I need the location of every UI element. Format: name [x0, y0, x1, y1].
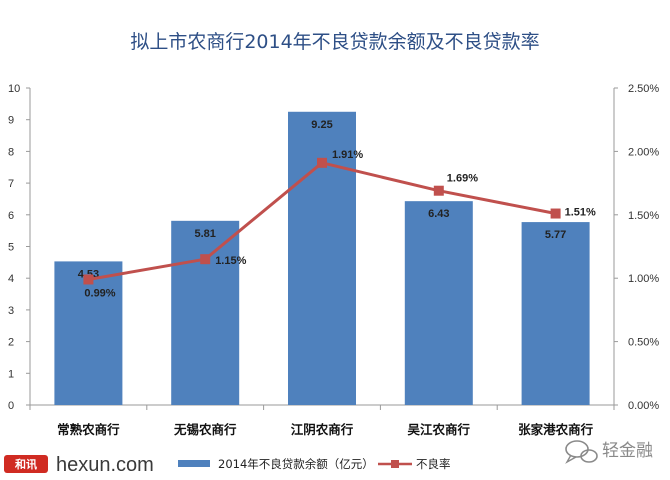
- legend-bar-swatch: [178, 460, 210, 467]
- y-left-tick-label: 8: [8, 146, 14, 158]
- plot-area: 0 1 2 3 4 5 6 7 8 9 10 0.00% 0.50% 1.00% 1.50% 2.00% 2.5…: [8, 83, 659, 437]
- x-tick-label: 无锡农商行: [173, 422, 237, 437]
- rate-value-label: 1.69%: [447, 173, 478, 185]
- y-left-tick-label: 9: [8, 115, 14, 127]
- y-left-tick-label: 4: [8, 273, 14, 285]
- x-tick-label: 常熟农商行: [57, 422, 120, 437]
- y-right-tick-label: 0.00%: [628, 400, 659, 412]
- watermark: 轻金融: [565, 440, 653, 464]
- bar-value-label: 9.25: [311, 119, 332, 131]
- rate-value-label: 1.51%: [565, 207, 596, 219]
- legend-line-marker: [391, 460, 399, 468]
- brand-badge-text: 和讯: [15, 457, 37, 471]
- rate-value-label: 1.15%: [215, 255, 246, 267]
- bar: [171, 220, 240, 405]
- x-tick-label: 张家港农商行: [518, 422, 594, 437]
- bar: [404, 201, 473, 405]
- brand-logo: 和讯 hexun.com: [4, 454, 154, 476]
- rate-marker: [83, 274, 94, 285]
- legend-line-label: 不良率: [416, 457, 451, 471]
- x-tick-label: 江阴农商行: [291, 422, 354, 437]
- y-left-tick-label: 10: [8, 83, 20, 95]
- y-left-tick-label: 2: [8, 337, 14, 349]
- legend: 2014年不良贷款余额（亿元） 不良率: [178, 457, 451, 471]
- bar: [54, 261, 123, 405]
- rate-value-label: 1.91%: [332, 149, 363, 161]
- y-left-tick-label: 7: [8, 178, 14, 190]
- rate-marker: [433, 185, 444, 196]
- watermark-text: 轻金融: [602, 441, 653, 461]
- y-left-tick-label: 3: [8, 305, 14, 317]
- y-right-tick-label: 1.50%: [628, 210, 659, 222]
- bar-value-label: 5.81: [194, 228, 215, 240]
- x-tick-label: 吴江农商行: [408, 422, 471, 437]
- brand-badge: [4, 455, 48, 473]
- y-right-tick-label: 2.50%: [628, 83, 659, 95]
- rate-marker: [200, 254, 211, 265]
- chart-title: 拟上市农商行2014年不良贷款余额及不良贷款率: [130, 31, 539, 53]
- y-left-tick-label: 6: [8, 210, 14, 222]
- bar-value-label: 6.43: [428, 208, 449, 220]
- y-left-tick-label: 1: [8, 368, 14, 380]
- y-right-tick-label: 0.50%: [628, 337, 659, 349]
- brand-name: hexun.com: [56, 454, 154, 476]
- y-right-tick-label: 1.00%: [628, 273, 659, 285]
- rate-value-label: 0.99%: [84, 287, 115, 299]
- rate-marker: [550, 208, 561, 219]
- y-left-tick-label: 0: [8, 400, 14, 412]
- bar: [521, 222, 590, 405]
- chat-bubble-icon: [565, 440, 598, 464]
- y-left-tick-label: 5: [8, 242, 14, 254]
- rate-marker: [317, 157, 327, 168]
- y-right-tick-label: 2.00%: [628, 146, 659, 158]
- bar-value-label: 5.77: [545, 229, 566, 241]
- legend-bar-label: 2014年不良贷款余额（亿元）: [218, 457, 374, 471]
